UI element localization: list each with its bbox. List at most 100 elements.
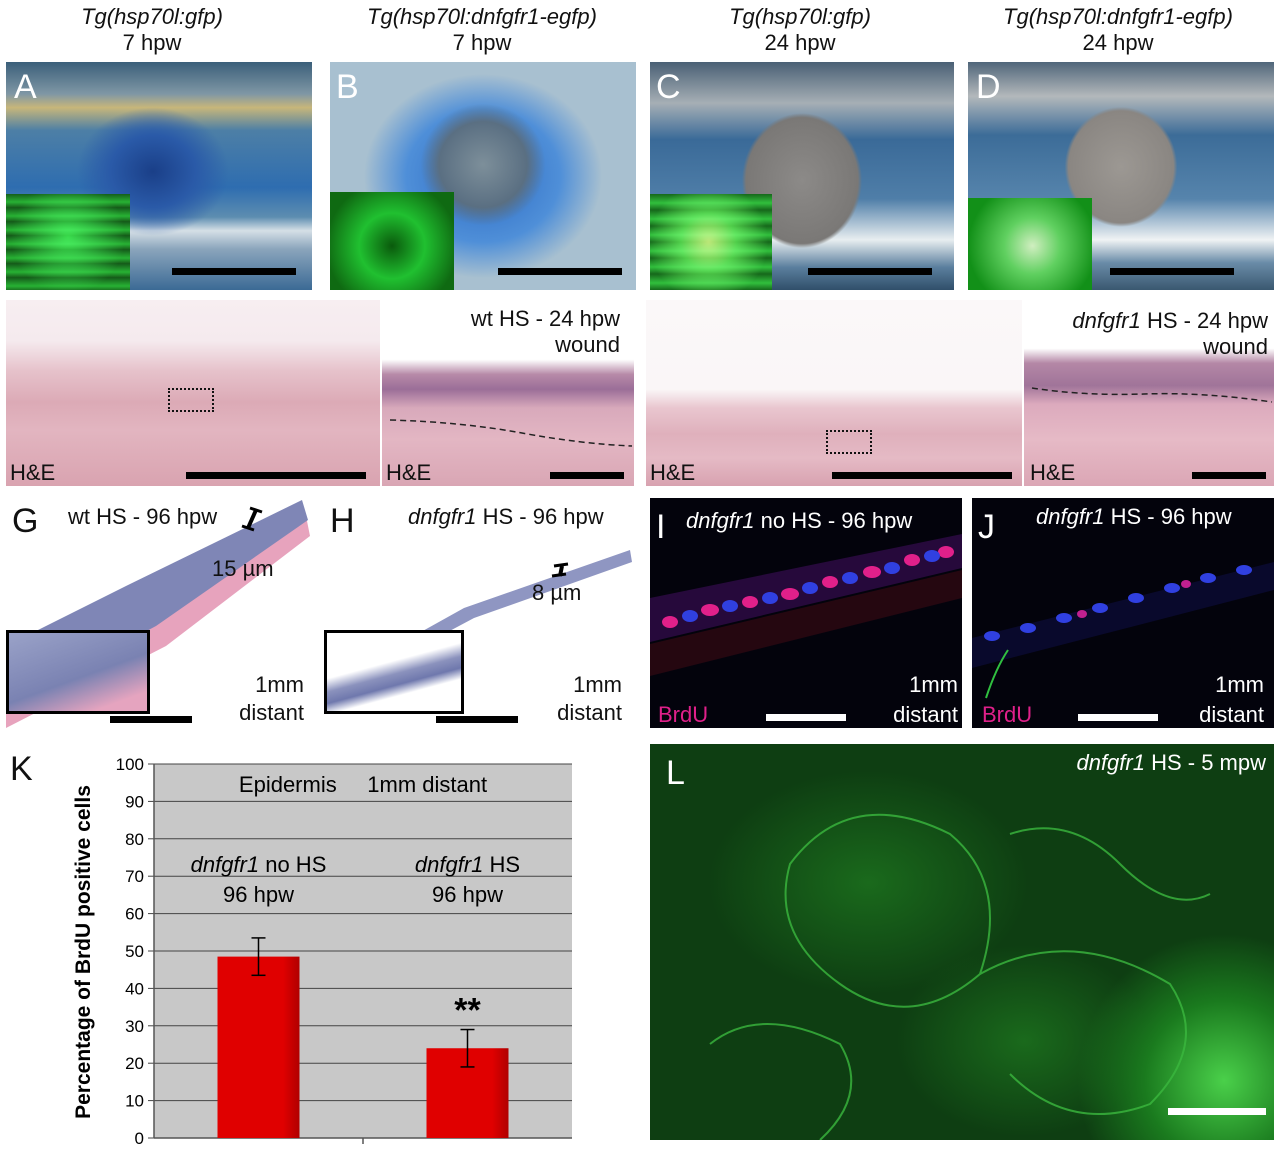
time-d: 24 hpw	[1082, 30, 1154, 55]
panel-c-image: C	[650, 62, 954, 290]
label-i-rest: no HS - 96 hpw	[754, 508, 913, 533]
panel-f-zoom-image: dnfgfr1 HS - 24 hpw wound H&E	[1024, 300, 1274, 486]
header-b: Tg(hsp70l:dnfgfr1-egfp) 7 hpw	[332, 4, 632, 56]
scale-bar-l	[1168, 1108, 1266, 1115]
epidermis-line-e	[389, 419, 633, 447]
zoom-inset-g	[6, 630, 150, 714]
label-i: dnfgfr1 no HS - 96 hpw	[686, 508, 912, 534]
thickness-h: 8 µm	[532, 580, 582, 605]
bars: dnfgfr1 no HS 96 hpw dnfgfr1 HS 96 hpw **	[191, 852, 520, 1138]
label-h-rest: HS - 96 hpw	[476, 504, 604, 529]
thickness-marker-h	[551, 562, 569, 578]
brdu-bar-chart: Percentage of BrdU positive cells 0 10 20 3…	[72, 755, 572, 1148]
genotype-b: Tg(hsp70l:dnfgfr1-egfp)	[367, 4, 597, 29]
time-a: 7 hpw	[122, 30, 182, 55]
panel-j-image: J dnfgfr1 HS - 96 hpw BrdU 1mm distant	[972, 498, 1274, 728]
stain-label-e: H&E	[10, 460, 56, 485]
label-f-gene: dnfgfr1	[1072, 308, 1141, 333]
genotype-c: Tg(hsp70l:gfp)	[729, 4, 871, 29]
distance-i-line1: 1mm	[909, 672, 958, 697]
gfp-inset-c	[650, 194, 772, 290]
scale-bar-f	[832, 472, 1012, 479]
scale-bar-h	[436, 716, 518, 723]
distance-j-line1: 1mm	[1215, 672, 1264, 697]
distance-i-line2: distant	[893, 702, 958, 727]
label-l-rest: HS - 5 mpw	[1144, 750, 1266, 775]
stain-label-f-zoom: H&E	[1030, 460, 1076, 485]
letter-d: D	[976, 68, 1001, 106]
label-i-gene: dnfgfr1	[686, 508, 755, 533]
letter-b: B	[336, 68, 359, 106]
label-f-line2: wound	[1203, 334, 1268, 359]
y-tick-labels: 0 10 20 30 40 50 60 70 80 90 100	[116, 755, 154, 1148]
panel-h-image: H dnfgfr1 HS - 96 hpw 8 µm 1mm distant	[324, 496, 634, 728]
header-d: Tg(hsp70l:dnfgfr1-egfp) 24 hpw	[968, 4, 1268, 56]
stain-label-f: H&E	[650, 460, 696, 485]
y-tick-label: 80	[125, 830, 144, 849]
letter-a: A	[14, 68, 37, 106]
panel-d-image: D	[968, 62, 1274, 290]
time-b: 7 hpw	[452, 30, 512, 55]
label-g: wt HS - 96 hpw	[68, 504, 218, 529]
panel-l-image: L dnfgfr1 HS - 5 mpw	[650, 744, 1274, 1140]
category-label: dnfgfr1 no HS	[191, 852, 327, 877]
y-tick-label: 90	[125, 792, 144, 811]
panel-e-image: H&E	[6, 300, 380, 486]
distance-g-line2: distant	[239, 700, 304, 725]
marker-i: BrdU	[658, 702, 709, 727]
zoom-region-e	[168, 388, 214, 412]
scale-bar-d	[1110, 268, 1234, 275]
category-time: 96 hpw	[223, 882, 294, 907]
scale-bar-i	[766, 714, 846, 721]
thickness-marker-g	[241, 506, 263, 532]
category-condition: no HS	[259, 852, 326, 877]
category-label: dnfgfr1 HS	[415, 852, 520, 877]
thickness-g: 15 µm	[212, 556, 274, 581]
panel-e-zoom-image: wt HS - 24 hpw wound H&E	[382, 300, 634, 486]
y-tick-label: 10	[125, 1092, 144, 1111]
scale-bar-e	[186, 472, 366, 479]
category-condition: HS	[483, 852, 520, 877]
y-tick-label: 40	[125, 979, 144, 998]
label-f-rest: HS - 24 hpw	[1140, 308, 1268, 333]
tissue-h	[324, 550, 632, 698]
letter-i: I	[656, 508, 666, 546]
scale-bar-c	[808, 268, 932, 275]
label-j-rest: HS - 96 hpw	[1104, 504, 1232, 529]
category-gene: dnfgfr1	[415, 852, 484, 877]
scale-bar-b	[498, 268, 622, 275]
stain-label-e-zoom: H&E	[386, 460, 432, 485]
label-e-line1: wt HS - 24 hpw	[470, 306, 620, 331]
category-gene: dnfgfr1	[191, 852, 260, 877]
zoom-region-f	[826, 430, 872, 454]
letter-h: H	[330, 502, 355, 540]
distance-h-line2: distant	[557, 700, 622, 725]
label-e-line2: wound	[555, 332, 620, 357]
gfp-inset-a	[6, 194, 130, 290]
epidermis-line-f	[1031, 387, 1273, 403]
panel-f-image: H&E	[646, 300, 1022, 486]
y-tick-label: 50	[125, 942, 144, 961]
cell-outlines-l	[709, 813, 1211, 1140]
scale-bar-a	[172, 268, 296, 275]
label-h-gene: dnfgfr1	[408, 504, 477, 529]
label-l: dnfgfr1 HS - 5 mpw	[1076, 750, 1266, 776]
label-l-gene: dnfgfr1	[1076, 750, 1145, 775]
letter-j: J	[978, 508, 995, 546]
scale-bar-f-zoom	[1192, 472, 1266, 479]
scale-bar-j	[1078, 714, 1158, 721]
fluorescence-j	[972, 562, 1274, 699]
scale-bar-g	[110, 716, 192, 723]
gfp-inset-b	[330, 192, 454, 290]
letter-k: K	[10, 750, 33, 788]
letter-g: G	[12, 502, 39, 540]
distance-h-line1: 1mm	[573, 672, 622, 697]
category-time: 96 hpw	[432, 882, 503, 907]
y-tick-label: 20	[125, 1054, 144, 1073]
label-f-line1: dnfgfr1 HS - 24 hpw	[1072, 308, 1268, 334]
fluorescence-i	[650, 534, 962, 676]
y-tick-label: 30	[125, 1017, 144, 1036]
y-tick-label: 100	[116, 755, 144, 774]
panel-a-image: A	[6, 62, 312, 290]
header-c: Tg(hsp70l:gfp) 24 hpw	[650, 4, 950, 56]
